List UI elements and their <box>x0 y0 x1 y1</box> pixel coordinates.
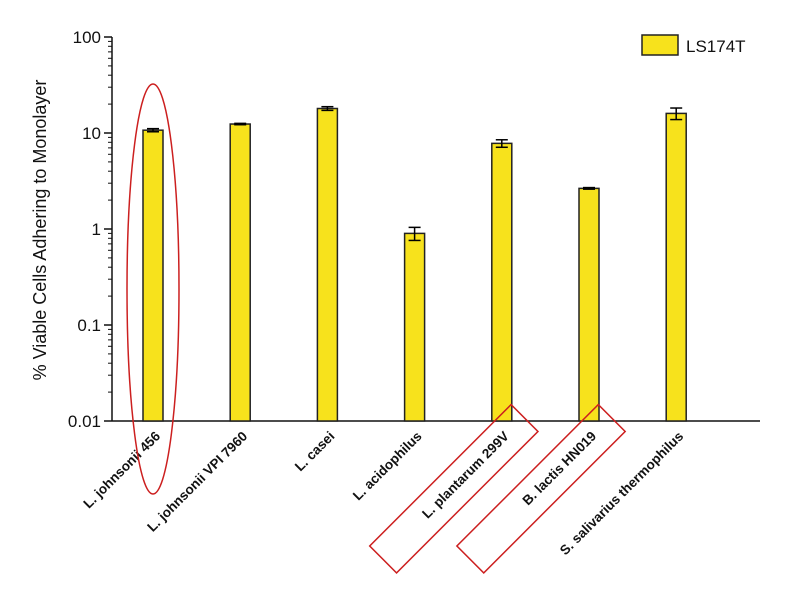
bar <box>403 232 426 422</box>
y-tick-label: 100 <box>73 28 101 47</box>
highlight-rectangle-outline <box>455 403 627 574</box>
highlight-rectangle <box>455 403 627 574</box>
bar <box>316 107 339 422</box>
bar <box>491 142 513 422</box>
highlight-rectangle <box>368 403 540 574</box>
legend-swatch <box>641 34 679 56</box>
bar <box>665 112 687 422</box>
y-tick-label: 10 <box>82 124 101 143</box>
axes: 0.01 0.1 1 10 100 <box>68 28 760 431</box>
category-label: L. casei <box>292 429 338 475</box>
bars <box>142 105 687 422</box>
y-axis-title: % Viable Cells Adhering to Monolayer <box>30 80 50 381</box>
bar <box>229 123 251 422</box>
y-tick-label: 0.01 <box>68 412 101 431</box>
category-label: L. plantarum 299V <box>419 429 512 522</box>
category-label: L. acidophilus <box>350 429 425 504</box>
highlight-ellipse <box>126 83 180 495</box>
category-label: B. lactis HN019 <box>520 429 600 509</box>
y-tick-label: 1 <box>92 220 101 239</box>
annotations <box>126 83 627 574</box>
bar <box>142 129 164 422</box>
category-label: L. johnsonii VPI 7960 <box>144 429 250 535</box>
bar <box>578 187 600 422</box>
y-tick-label: 0.1 <box>77 316 101 335</box>
category-label: L. johnsonii 456 <box>80 428 163 511</box>
legend-label: LS174T <box>686 37 746 56</box>
legend: LS174T <box>641 34 746 56</box>
highlight-rectangle-outline <box>368 403 540 574</box>
